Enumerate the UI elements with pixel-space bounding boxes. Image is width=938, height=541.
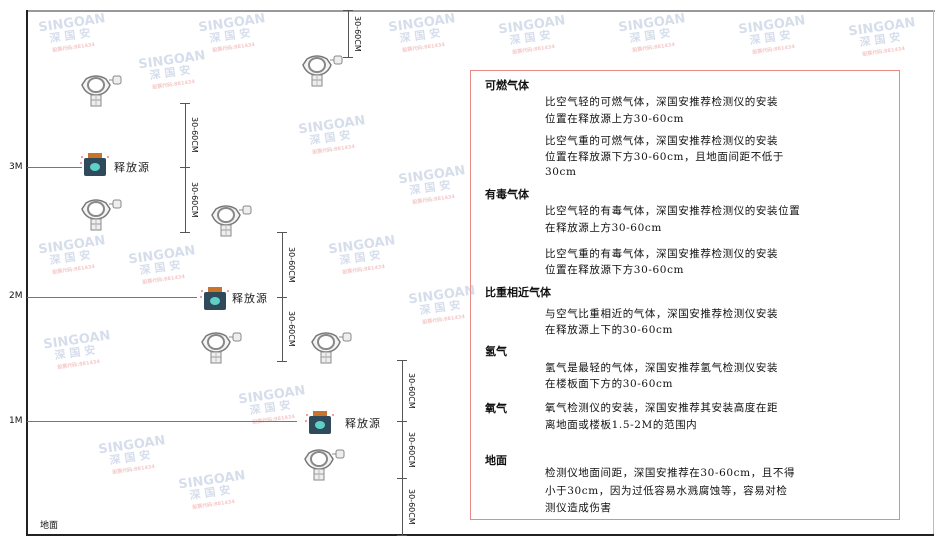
release-source-label: 释放源 <box>345 417 381 430</box>
release-source-label: 释放源 <box>114 161 150 174</box>
watermark-logo: SINGOAN 深国安 股票代码:881434 <box>327 233 397 276</box>
watermark-logo: SINGOAN 深国安 股票代码:881434 <box>617 11 687 54</box>
gas-detector-icon <box>80 197 124 235</box>
dimension-tick <box>180 232 190 233</box>
watermark-logo: SINGOAN 深国安 股票代码:881434 <box>397 163 467 206</box>
text-line: 在释放源上下的30-60cm <box>545 324 674 336</box>
dimension-tick <box>180 167 190 168</box>
dimension-line <box>185 103 186 167</box>
watermark-logo: SINGOAN 深国安 股票代码:881434 <box>737 13 807 56</box>
text-line: 位置在释放源上方30-60cm <box>545 113 685 125</box>
dimension-tick <box>397 535 407 536</box>
gas-detector-icon <box>303 447 347 485</box>
level-1m-line <box>27 421 297 422</box>
watermark-logo: SINGOAN 深国安 股票代码:881434 <box>127 243 197 286</box>
dimension-tick <box>343 57 353 58</box>
dimension-line <box>402 478 403 535</box>
level-2m-line <box>27 297 197 298</box>
text-line: 检测仪地面间距，深国安推荐在30-60cm，且不得 <box>545 467 796 479</box>
gas-detector-icon <box>80 73 124 111</box>
watermark-logo: SINGOAN 深国安 股票代码:881434 <box>407 283 477 326</box>
dimension-tick <box>397 478 407 479</box>
heading-toxic: 有毒气体 <box>485 188 529 201</box>
watermark-logo: SINGOAN 深国安 股票代码:881434 <box>137 48 207 91</box>
gas-detector-icon <box>301 53 345 91</box>
dimension-line <box>185 167 186 232</box>
dimension-label: 30-60CM <box>407 431 416 468</box>
text-line: 比空气重的有毒气体，深国安推荐检测仪的安装 <box>545 248 779 260</box>
dimension-line <box>282 232 283 297</box>
dimension-tick <box>397 360 407 361</box>
text-line: 测仪造成伤害 <box>545 502 612 514</box>
heading-similar: 比重相近气体 <box>485 286 551 299</box>
text-line: 30cm <box>545 166 577 178</box>
heading-combustible: 可燃气体 <box>485 79 529 92</box>
watermark-logo: SINGOAN 深国安 股票代码:881434 <box>37 233 107 276</box>
watermark-logo: SINGOAN 深国安 股票代码:881434 <box>387 11 457 54</box>
info-panel <box>470 70 900 520</box>
dimension-line <box>402 421 403 478</box>
release-source-icon <box>200 286 230 316</box>
wall-line <box>26 10 28 536</box>
text-line: 位置在释放源下方30-60cm <box>545 264 685 276</box>
dimension-line <box>402 360 403 421</box>
text-line: 比空气轻的有毒气体，深国安推荐检测仪的安装位置 <box>545 205 801 217</box>
gas-detector-icon <box>200 330 244 368</box>
level-3m-line <box>27 167 82 168</box>
dimension-line <box>282 297 283 361</box>
floor-label: 地面 <box>40 521 59 531</box>
dimension-tick <box>277 361 287 362</box>
dimension-tick <box>397 421 407 422</box>
dimension-label: 30-60CM <box>190 181 199 218</box>
dimension-label: 30-60CM <box>190 117 199 153</box>
release-source-icon <box>80 152 110 182</box>
right-wall-line <box>933 10 934 536</box>
watermark-logo: SINGOAN 深国安 股票代码:881434 <box>497 13 567 56</box>
watermark-logo: SINGOAN 深国安 股票代码:881434 <box>847 15 917 58</box>
text-line: 与空气比重相近的气体，深国安推荐检测仪安装 <box>545 308 779 320</box>
dimension-line <box>348 10 349 57</box>
level-3m: 3M <box>9 162 23 172</box>
text-line: 氢气是最轻的气体，深国安推荐氢气检测仪安装 <box>545 362 779 374</box>
watermark-logo: SINGOAN 深国安 股票代码:881434 <box>42 328 112 371</box>
release-source-icon <box>305 410 335 440</box>
watermark-logo: SINGOAN 深国安 股票代码:881434 <box>97 433 167 476</box>
gas-detector-icon <box>210 203 254 241</box>
text-line: 在楼板面下方的30-60cm <box>545 378 674 390</box>
dimension-label: 30-60CM <box>287 246 296 283</box>
heading-hydrogen: 氢气 <box>485 345 507 358</box>
dimension-label: 30-60CM <box>353 15 362 52</box>
dimension-label: 30-60CM <box>407 372 416 409</box>
text-line: 在释放源上方30-60cm <box>545 222 662 234</box>
text-line: 氧气检测仪的安装，深国安推荐其安装高度在距 <box>545 402 779 414</box>
dimension-tick <box>277 232 287 233</box>
dimension-tick <box>343 10 353 11</box>
watermark-logo: SINGOAN 深国安 股票代码:881434 <box>37 11 107 54</box>
dimension-tick <box>180 103 190 104</box>
text-line: 离地面或楼板1.5-2M的范围内 <box>545 419 698 431</box>
floor-line <box>26 534 934 536</box>
text-line: 比空气重的可燃气体，深国安推荐检测仪的安装 <box>545 135 779 147</box>
dimension-tick <box>277 297 287 298</box>
text-line: 比空气轻的可燃气体，深国安推荐检测仪的安装 <box>545 96 779 108</box>
text-line: 位置在释放源下方30-60cm，且地面间距不低于 <box>545 151 785 163</box>
watermark-logo: SINGOAN 深国安 股票代码:881434 <box>197 11 267 54</box>
release-source-label: 释放源 <box>232 292 268 305</box>
heading-ground: 地面 <box>485 454 507 467</box>
heading-oxygen: 氧气 <box>485 402 507 415</box>
text-line: 小于30cm，因为过低容易水溅腐蚀等，容易对检 <box>545 485 788 497</box>
dimension-label: 30-60CM <box>407 488 416 525</box>
level-1m: 1M <box>9 416 23 426</box>
level-2m: 2M <box>9 291 23 301</box>
watermark-logo: SINGOAN 深国安 股票代码:881434 <box>297 113 367 156</box>
dimension-label: 30-60CM <box>287 311 296 347</box>
ceiling-line <box>27 10 935 12</box>
watermark-logo: SINGOAN 深国安 股票代码:881434 <box>177 468 247 511</box>
gas-detector-icon <box>310 330 354 368</box>
watermark-logo: SINGOAN 深国安 股票代码:881434 <box>237 383 307 426</box>
